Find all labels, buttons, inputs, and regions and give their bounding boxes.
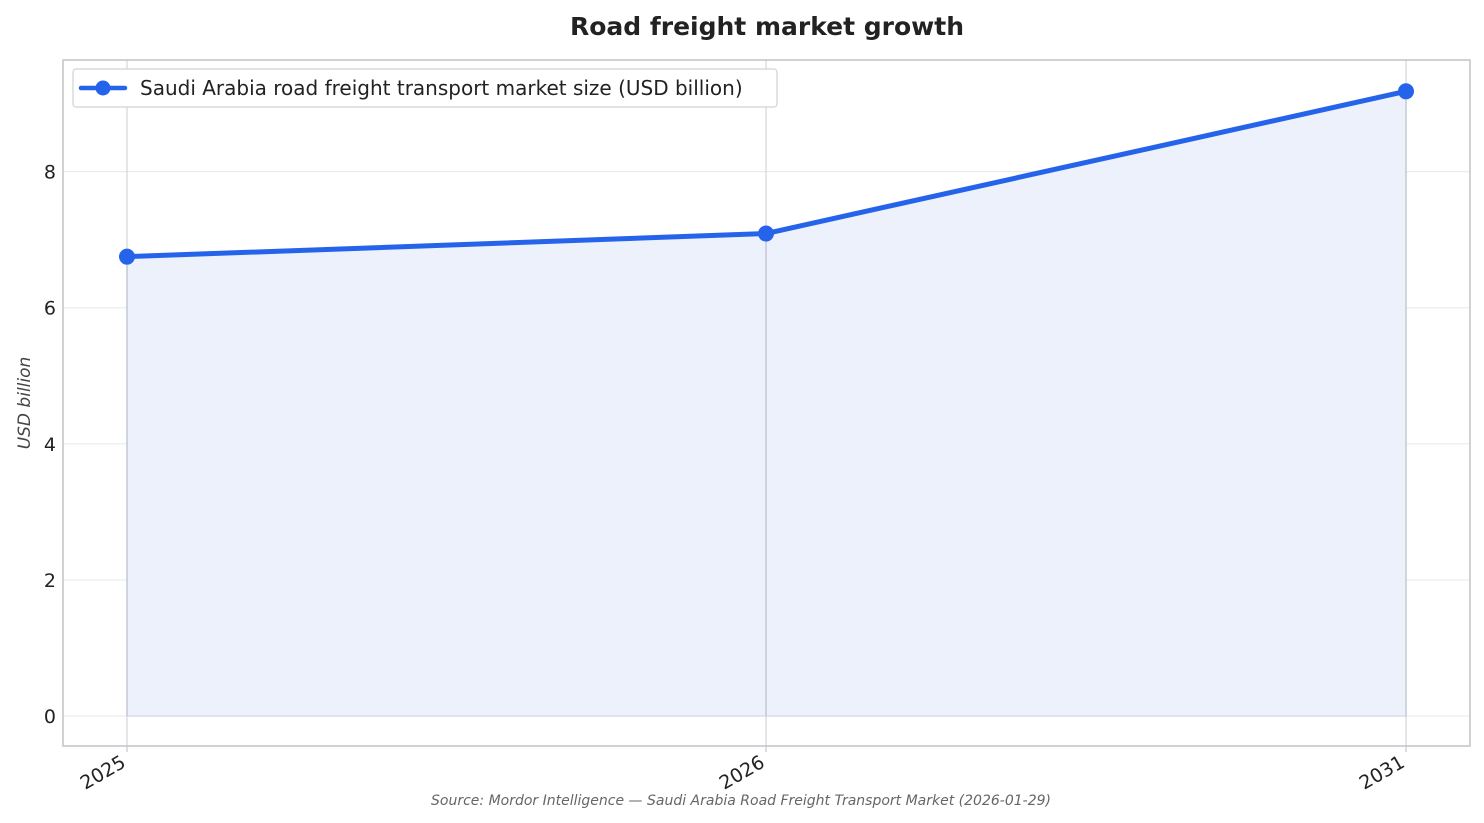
legend-box [72,68,778,108]
x-axis-ticks: 2025 2026 2031 [77,746,1409,795]
y-tick-label-2: 4 [44,434,56,456]
legend-marker-swatch [95,80,111,96]
y-axis-ticks: 0 2 4 6 8 [44,162,56,728]
legend-label: Saudi Arabia road freight transport mark… [140,76,743,100]
y-tick-label-0: 0 [44,706,56,728]
data-point-2025 [119,248,135,265]
x-tick-label-2031: 2031 [1356,751,1409,794]
y-tick-label-4: 8 [44,162,56,184]
series-points [119,83,1414,265]
legend: Saudi Arabia road freight transport mark… [72,68,778,108]
data-point-2031 [1398,83,1414,100]
x-tick-label-2026: 2026 [716,751,769,794]
data-point-2026 [758,225,774,242]
source-note: Source: Mordor Intelligence — Saudi Arab… [431,793,1051,809]
y-axis-label: USD billion [15,357,35,450]
y-tick-label-3: 6 [44,298,56,320]
x-tick-label-2025: 2025 [77,751,130,794]
chart-title: Road freight market growth [570,12,964,41]
y-tick-label-1: 2 [44,570,56,592]
plot-border [62,59,1471,747]
